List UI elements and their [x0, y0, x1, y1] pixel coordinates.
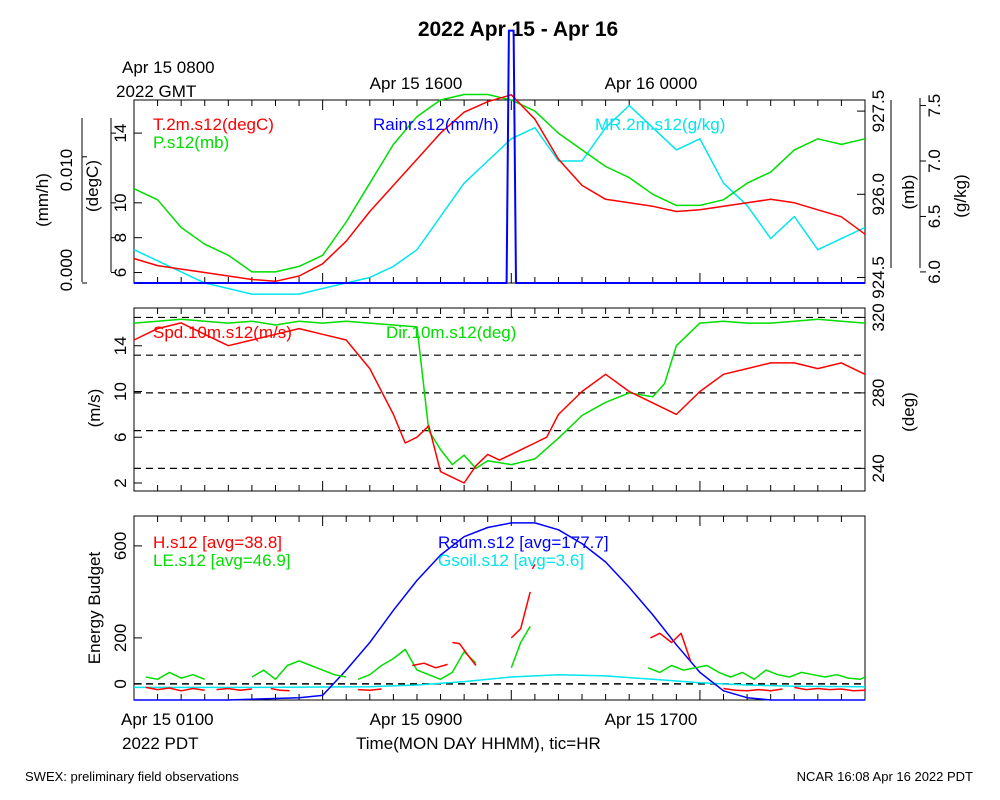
bottom-time-label-3: Apr 15 1700: [605, 710, 698, 729]
sensible-heat-segment: [650, 632, 692, 662]
latent-heat-segment: [251, 660, 347, 681]
degc-tick-label: 14: [111, 124, 130, 143]
rain-rate-line: [134, 29, 865, 284]
mixing-ratio-line: [133, 104, 866, 295]
degc-tick-label: 10: [111, 193, 130, 212]
legend-soil-heat: Gsoil.s12 [avg=3.6]: [438, 551, 584, 570]
sensible-heat-segment: [531, 563, 536, 570]
deg-tick-label: 320: [869, 303, 888, 331]
gkg-tick-label: 7.0: [925, 149, 944, 173]
mb-tick-label: 927.5: [869, 90, 888, 133]
sensible-heat-segment: [794, 686, 866, 692]
top-time-label-3: Apr 16 0000: [605, 74, 698, 93]
legend-wind-speed: Spd.10m.s12(m/s): [153, 323, 292, 342]
middle-axis-label-deg: (deg): [899, 392, 918, 432]
energy-tick-label: 0: [111, 679, 130, 688]
sensible-heat-segment: [145, 686, 205, 692]
gkg-tick-label: 6.5: [925, 205, 944, 229]
legend-mixing-ratio: MR.2m.s12(g/kg): [595, 115, 725, 134]
mb-tick-label: 924.5: [869, 256, 888, 299]
bottom-time-label-1a: Apr 15 0100: [121, 710, 214, 729]
top-axis-label-mmh: (mm/h): [33, 173, 52, 227]
sensible-heat-segment: [357, 688, 382, 692]
legend-latent-heat: LE.s12 [avg=46.9]: [153, 551, 291, 570]
footer-left: SWEX: preliminary field observations: [25, 769, 239, 784]
temperature-line: [133, 94, 866, 283]
top-axis-label-degc: (degC): [83, 160, 102, 212]
bottom-panel-ticks: 0 200 600: [111, 516, 866, 700]
legend-pressure: P.s12(mb): [153, 133, 229, 152]
legend-wind-direction: Dir.10m.s12(deg): [386, 323, 516, 342]
pressure-line: [133, 93, 866, 273]
deg-tick-label: 280: [869, 379, 888, 407]
wind-direction-line: [133, 318, 866, 470]
sensible-heat-segment: [723, 687, 783, 692]
series-layer: [133, 29, 866, 701]
latent-heat-segment: [510, 626, 531, 669]
gkg-tick-label: 6.0: [925, 260, 944, 284]
top-tick-mmh-0: 0.000: [57, 249, 76, 292]
latent-heat-segment: [145, 671, 205, 681]
mb-tick-label: 926.0: [869, 173, 888, 216]
top-tick-mmh-1: 0.010: [57, 149, 76, 192]
bottom-axis-title: Time(MON DAY HHMM), tic=HR: [356, 734, 601, 753]
chart-title: 2022 Apr 15 - Apr 16: [418, 18, 618, 41]
legend-net-radiation: Rsum.s12 [avg=177.7]: [438, 533, 609, 552]
top-axis-label-gkg: (g/kg): [951, 174, 970, 217]
sensible-heat-segment: [216, 687, 252, 692]
latent-heat-segment: [357, 648, 477, 681]
middle-panel-ticks: 2 6 10 14 240 280 320: [111, 303, 888, 491]
middle-panel-dashed-lines: [134, 316, 865, 469]
energy-tick-label: 200: [111, 624, 130, 652]
latent-heat-segment: [647, 664, 866, 681]
ms-tick-label: 2: [111, 478, 130, 487]
soil-heat-line: [134, 673, 866, 689]
energy-tick-label: 600: [111, 532, 130, 560]
legend-temperature: T.2m.s12(degC): [153, 115, 274, 134]
top-axis-label-mb: (mb): [899, 175, 918, 210]
footer-right: NCAR 16:08 Apr 16 2022 PDT: [797, 769, 973, 784]
wind-speed-line: [133, 322, 866, 484]
bottom-time-label-1b: 2022 PDT: [122, 734, 199, 753]
legend-rainrate: Rainr.s12(mm/h): [373, 115, 499, 134]
middle-axis-label-ms: (m/s): [85, 389, 104, 428]
bottom-panel-frame: [133, 515, 866, 701]
middle-panel-frame: [133, 307, 866, 492]
sensible-heat-segment: [412, 662, 448, 669]
sensible-heat-segment: [270, 687, 290, 692]
gkg-tick-label: 7.5: [925, 94, 944, 118]
legend-sensible-heat: H.s12 [avg=38.8]: [153, 533, 282, 552]
degc-tick-label: 8: [111, 233, 130, 242]
bottom-axis-label: Energy Budget: [85, 551, 104, 664]
sensible-heat-segment: [510, 591, 531, 639]
top-panel-ticks: 6 8 10 14 924.5 926.0 927.5 6.0 6.5 7.0 7.5: [81, 90, 944, 299]
deg-tick-label: 240: [869, 454, 888, 482]
sensible-heat-segment: [452, 641, 477, 666]
ms-tick-label: 10: [111, 382, 130, 401]
ms-tick-label: 6: [111, 433, 130, 442]
net-radiation-line: [134, 522, 865, 701]
top-time-label-1b: 2022 GMT: [116, 82, 196, 101]
ms-tick-label: 14: [111, 336, 130, 355]
degc-tick-label: 6: [111, 268, 130, 277]
bottom-time-label-2: Apr 15 0900: [370, 710, 463, 729]
top-time-label-1a: Apr 15 0800: [122, 58, 215, 77]
top-time-label-2: Apr 15 1600: [370, 74, 463, 93]
